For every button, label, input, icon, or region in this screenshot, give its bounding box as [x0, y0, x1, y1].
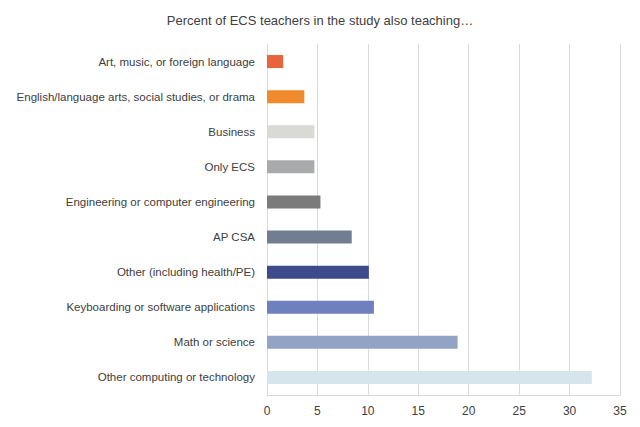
svg-text:20: 20 [462, 404, 476, 418]
svg-text:English/language arts, social: English/language arts, social studies, o… [17, 91, 256, 103]
svg-text:Other (including health/PE): Other (including health/PE) [117, 266, 255, 278]
svg-text:Engineering or computer engine: Engineering or computer engineering [66, 196, 255, 208]
svg-text:AP CSA: AP CSA [213, 231, 255, 243]
svg-text:Percent of ECS teachers in the: Percent of ECS teachers in the study als… [167, 13, 473, 28]
svg-text:Business: Business [208, 126, 255, 138]
svg-text:35: 35 [613, 404, 627, 418]
svg-text:Keyboarding or software applic: Keyboarding or software applications [66, 301, 255, 313]
svg-text:5: 5 [314, 404, 321, 418]
svg-text:25: 25 [512, 404, 526, 418]
svg-text:Only ECS: Only ECS [205, 161, 256, 173]
svg-text:Other computing or technology: Other computing or technology [98, 371, 256, 383]
svg-text:10: 10 [361, 404, 375, 418]
svg-text:Art, music, or foreign languag: Art, music, or foreign language [98, 56, 255, 68]
svg-text:0: 0 [264, 404, 271, 418]
svg-text:30: 30 [563, 404, 577, 418]
svg-text:15: 15 [412, 404, 426, 418]
svg-text:Math or science: Math or science [174, 336, 255, 348]
